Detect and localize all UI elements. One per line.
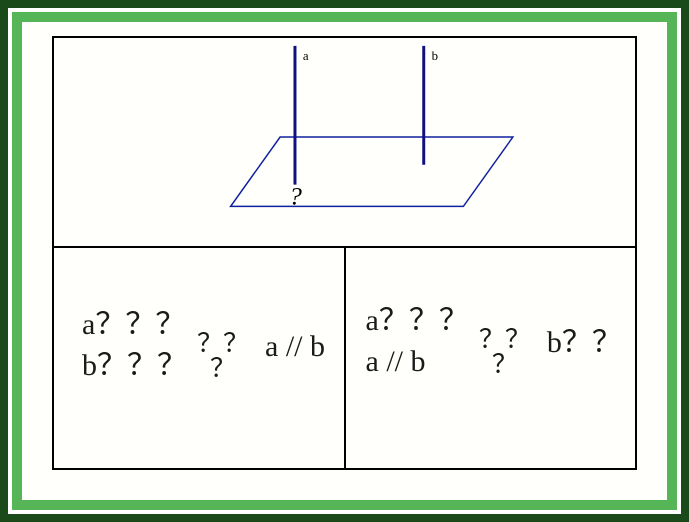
right-row2: a // b: [366, 345, 469, 378]
label-b: b: [432, 49, 438, 63]
plane-shape: [231, 137, 513, 206]
diagram-panel: a b ?: [54, 38, 635, 248]
bottom-panels: a？？？ b？？？ ？？ ？ a // b: [54, 248, 635, 468]
right-conclusion: b？？: [547, 326, 622, 359]
left-row1: a？？？: [82, 308, 187, 341]
label-a: a: [303, 49, 309, 63]
geometry-diagram: a b ?: [54, 38, 635, 246]
right-row1: a？？？: [366, 304, 469, 337]
left-conclusion: a // b: [265, 330, 325, 363]
left-panel: a？？？ b？？？ ？？ ？ a // b: [54, 248, 346, 468]
right-mid-bot: ？: [492, 351, 518, 380]
page-background: a b ? a？？？ b？？？: [24, 24, 665, 498]
left-mid-bot: ？: [210, 355, 236, 384]
content-box: a b ? a？？？ b？？？: [52, 36, 637, 470]
plane-question-mark: ?: [289, 181, 302, 210]
right-panel: a？？？ a // b ？？ ？ b？？: [346, 248, 636, 468]
left-row2: b？？？: [82, 349, 187, 382]
